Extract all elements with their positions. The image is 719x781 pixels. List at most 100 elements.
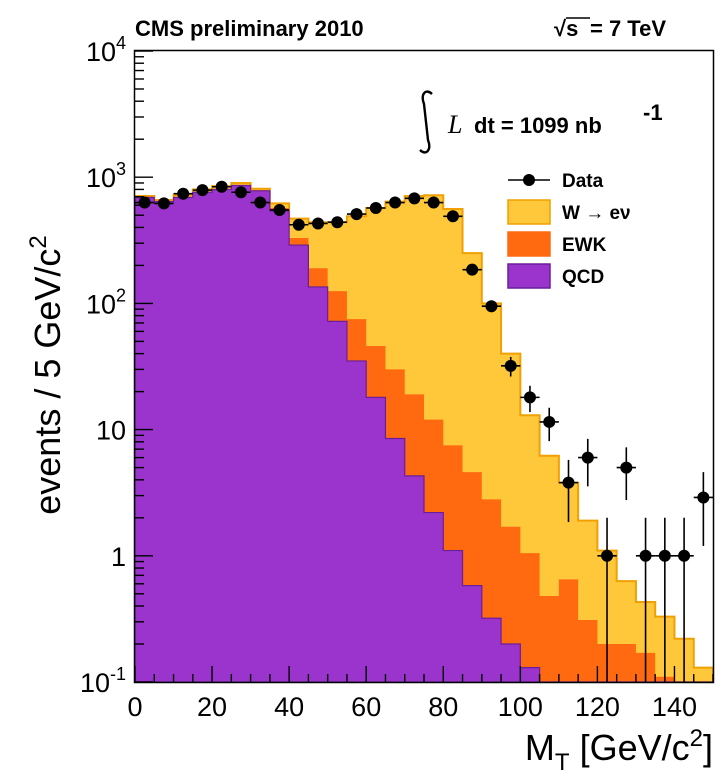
data-marker xyxy=(504,359,517,372)
x-tick-label: 40 xyxy=(274,692,304,722)
x-axis-label: MT [GeV/c2] xyxy=(525,725,713,776)
x-tick-label: 60 xyxy=(351,692,381,722)
data-marker xyxy=(273,203,286,216)
data-marker xyxy=(446,210,459,223)
data-marker xyxy=(331,216,344,229)
data-marker xyxy=(562,476,575,489)
x-tick-label: 80 xyxy=(428,692,458,722)
data-point xyxy=(635,517,656,682)
data-point xyxy=(404,192,424,205)
legend-swatch xyxy=(507,199,551,225)
x-axis-label-main: M xyxy=(525,727,555,768)
data-marker xyxy=(427,196,440,209)
data-point xyxy=(173,187,193,200)
data-point xyxy=(558,459,579,523)
legend-item-qcd: QCD xyxy=(507,263,604,289)
legend: Data W → eν EWK QCD xyxy=(507,171,631,289)
plot-frame xyxy=(133,49,715,684)
data-point xyxy=(327,216,347,229)
data-point xyxy=(154,197,174,210)
data-marker xyxy=(292,218,305,231)
data-marker xyxy=(581,451,594,464)
data-point xyxy=(385,196,405,209)
x-tick-label: 20 xyxy=(197,692,227,722)
lumi-text: dt = 1099 nb xyxy=(474,113,602,138)
data-point xyxy=(616,447,636,501)
header-left: CMS preliminary 2010 xyxy=(135,16,364,41)
header-right-rest: = 7 TeV xyxy=(590,16,666,41)
legend-label: QCD xyxy=(562,267,604,288)
data-marker xyxy=(196,184,209,197)
data-marker xyxy=(157,197,170,210)
data-point xyxy=(655,517,675,682)
data-marker xyxy=(485,300,498,313)
x-tick-label: 120 xyxy=(575,692,620,722)
data-marker xyxy=(466,263,479,276)
data-point xyxy=(269,203,290,216)
data-point xyxy=(693,472,713,546)
legend-item-w: W → eν xyxy=(507,199,631,225)
x-tick-label: 0 xyxy=(127,692,142,722)
data-point xyxy=(520,385,540,413)
data-marker xyxy=(678,549,691,562)
legend-label: W → eν xyxy=(562,203,631,224)
x-axis-label-units-exp: 2 xyxy=(690,725,703,752)
data-marker xyxy=(620,461,633,474)
y-tick-label: 1 xyxy=(111,542,126,572)
data-point xyxy=(578,438,598,487)
x-axis-label-units: [GeV/c xyxy=(570,727,690,768)
y-axis-label: events / 5 GeV/c2 xyxy=(25,235,68,515)
data-marker xyxy=(697,491,710,504)
y-tick-label: 104 xyxy=(86,33,126,67)
legend-label: EWK xyxy=(562,235,607,256)
data-point xyxy=(192,184,213,197)
data-point xyxy=(212,180,232,193)
data-marker xyxy=(389,196,402,209)
data-marker xyxy=(138,196,151,209)
x-axis-label-sub: T xyxy=(555,749,570,776)
data-point xyxy=(462,263,482,276)
data-point xyxy=(501,356,521,377)
header-right-sqrt: √s xyxy=(554,16,578,41)
y-tick-label: 103 xyxy=(86,159,126,193)
data-point xyxy=(308,217,328,230)
data-point xyxy=(674,517,694,682)
legend-item-ewk: EWK xyxy=(507,231,607,257)
luminosity-label: L dt = 1099 nb -1 xyxy=(419,90,663,154)
y-tick-label: 10-1 xyxy=(80,664,126,698)
y-axis-label-exp: 2 xyxy=(25,235,52,248)
data-point xyxy=(481,300,502,313)
data-marker xyxy=(369,202,382,215)
data-marker xyxy=(601,549,614,562)
y-tick-label: 10 xyxy=(96,416,126,446)
lumi-symbol: L xyxy=(447,110,462,139)
data-point xyxy=(597,517,617,682)
svg-text:events / 5 GeV/c2: events / 5 GeV/c2 xyxy=(25,235,68,515)
data-marker xyxy=(543,415,556,428)
stack-fills xyxy=(134,181,714,683)
data-marker xyxy=(254,196,267,209)
x-tick-label: 100 xyxy=(498,692,543,722)
data-marker xyxy=(177,187,190,200)
data-points xyxy=(135,180,713,682)
legend-swatch xyxy=(507,263,551,289)
axis-ticks: 0 20 40 60 80 100 120 140 10-1 1 10 102 103 104 xyxy=(80,33,714,722)
data-point xyxy=(231,186,251,199)
header-right: √s = 7 TeV xyxy=(554,16,666,41)
legend-label: Data xyxy=(562,171,604,192)
x-axis-label-units-close: ] xyxy=(703,727,713,768)
data-point xyxy=(250,196,270,209)
data-point xyxy=(289,218,309,231)
data-point xyxy=(539,407,559,442)
legend-swatch xyxy=(507,231,551,257)
data-marker xyxy=(234,186,247,199)
legend-item-data: Data xyxy=(508,171,604,192)
data-marker xyxy=(639,549,652,562)
data-point xyxy=(443,210,463,223)
integral-icon xyxy=(419,90,433,154)
x-tick-label: 140 xyxy=(652,692,697,722)
data-marker xyxy=(350,208,363,221)
data-marker xyxy=(215,180,228,193)
data-marker xyxy=(523,391,536,404)
